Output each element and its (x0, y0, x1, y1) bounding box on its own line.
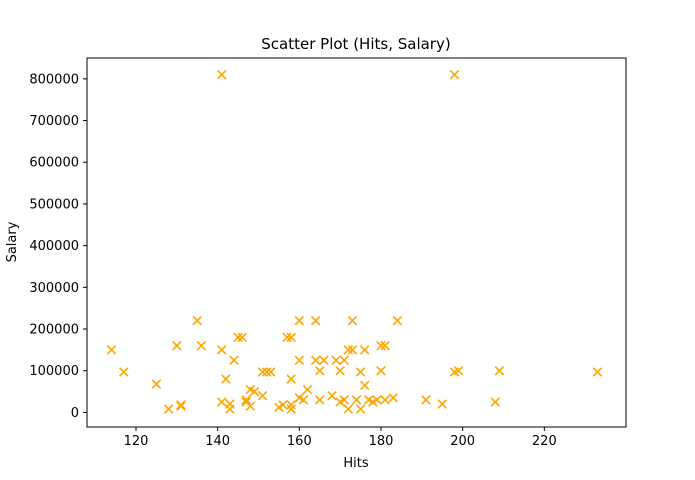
scatter-point (176, 400, 186, 410)
scatter-point (319, 355, 329, 366)
scatter-point (233, 332, 243, 343)
scatter-point (257, 390, 268, 401)
scatter-point (355, 367, 366, 377)
scatter-point (249, 386, 260, 397)
x-tick-label: 140 (205, 434, 230, 449)
scatter-point (310, 355, 321, 366)
y-axis-ticks: 0 100000 200000 300000 400000 500000 600000 700… (29, 72, 87, 421)
scatter-point (151, 379, 162, 389)
scatter-point (359, 380, 370, 391)
scatter-point (172, 340, 182, 351)
y-axis-label: Salary (5, 221, 20, 262)
x-axis-label: Hits (343, 456, 368, 471)
plot-frame (86, 57, 627, 428)
scatter-point (294, 355, 305, 366)
scatter-point (265, 367, 276, 377)
scatter-point (392, 315, 403, 326)
scatter-point (327, 390, 337, 401)
scatter-point (286, 332, 296, 343)
scatter-point (372, 395, 382, 405)
scatter-point (331, 355, 341, 366)
y-tick-label: 300000 (29, 281, 79, 296)
y-tick-label: 400000 (29, 239, 79, 254)
scatter-point (359, 345, 370, 355)
scatter-point (106, 345, 117, 355)
y-tick-label: 0 (71, 406, 79, 421)
scatter-point (163, 404, 174, 414)
y-tick-label: 800000 (29, 72, 79, 87)
scatter-point (282, 332, 292, 343)
scatter-point (310, 315, 321, 326)
scatter-point (118, 367, 129, 377)
scatter-point (257, 367, 268, 377)
scatter-point (376, 340, 386, 351)
scatter-point (347, 345, 358, 355)
scatter-point (380, 340, 390, 351)
scatter-point (449, 69, 460, 80)
scatter-point (196, 340, 207, 351)
scatter-point (298, 395, 309, 405)
scatter-point (343, 404, 354, 414)
scatter-point (286, 404, 296, 414)
scatter-point (351, 395, 362, 405)
scatter-point (376, 365, 386, 376)
scatter-point (494, 365, 505, 376)
scatter-point (347, 315, 358, 326)
scatter-point (245, 401, 256, 411)
x-tick-label: 200 (450, 434, 475, 449)
scatter-point (421, 395, 431, 405)
x-axis-ticks: 120 140 160 180 200 220 (124, 427, 557, 449)
scatter-point (261, 367, 272, 377)
scatter-point (355, 404, 366, 414)
scatter-point (339, 395, 350, 405)
scatter-point (241, 395, 252, 405)
scatter-point (237, 332, 247, 343)
y-tick-label: 100000 (29, 364, 79, 379)
x-tick-label: 160 (287, 434, 312, 449)
scatter-point (278, 400, 288, 410)
y-tick-label: 200000 (29, 323, 79, 338)
scatter-point (490, 397, 501, 407)
scatter-point (335, 365, 345, 376)
scatter-point (388, 393, 399, 403)
scatter-point (286, 400, 296, 410)
scatter-point (176, 401, 186, 411)
scatter-point (592, 367, 603, 377)
scatter-point (339, 355, 350, 366)
x-tick-label: 220 (532, 434, 557, 449)
scatter-point (286, 374, 296, 384)
chart-title: Scatter Plot (Hits, Salary) (261, 35, 450, 53)
scatter-point (294, 315, 305, 326)
scatter-point (380, 395, 390, 405)
scatter-point (192, 315, 203, 326)
scatter-point (221, 374, 231, 384)
scatter-point (314, 365, 325, 376)
scatter-point (216, 345, 227, 355)
scatter-point (216, 397, 227, 407)
scatter-point (302, 384, 313, 395)
scatter-point (314, 395, 325, 405)
scatter-points (106, 69, 603, 414)
scatter-point (343, 345, 354, 355)
y-tick-label: 600000 (29, 156, 79, 171)
x-tick-label: 120 (124, 434, 149, 449)
scatter-point (437, 399, 448, 409)
scatter-point (225, 404, 235, 414)
scatter-point (453, 365, 464, 376)
scatter-point (216, 69, 227, 80)
y-tick-label: 500000 (29, 197, 79, 212)
scatter-point (229, 355, 239, 366)
y-tick-label: 700000 (29, 114, 79, 129)
x-tick-label: 180 (369, 434, 394, 449)
